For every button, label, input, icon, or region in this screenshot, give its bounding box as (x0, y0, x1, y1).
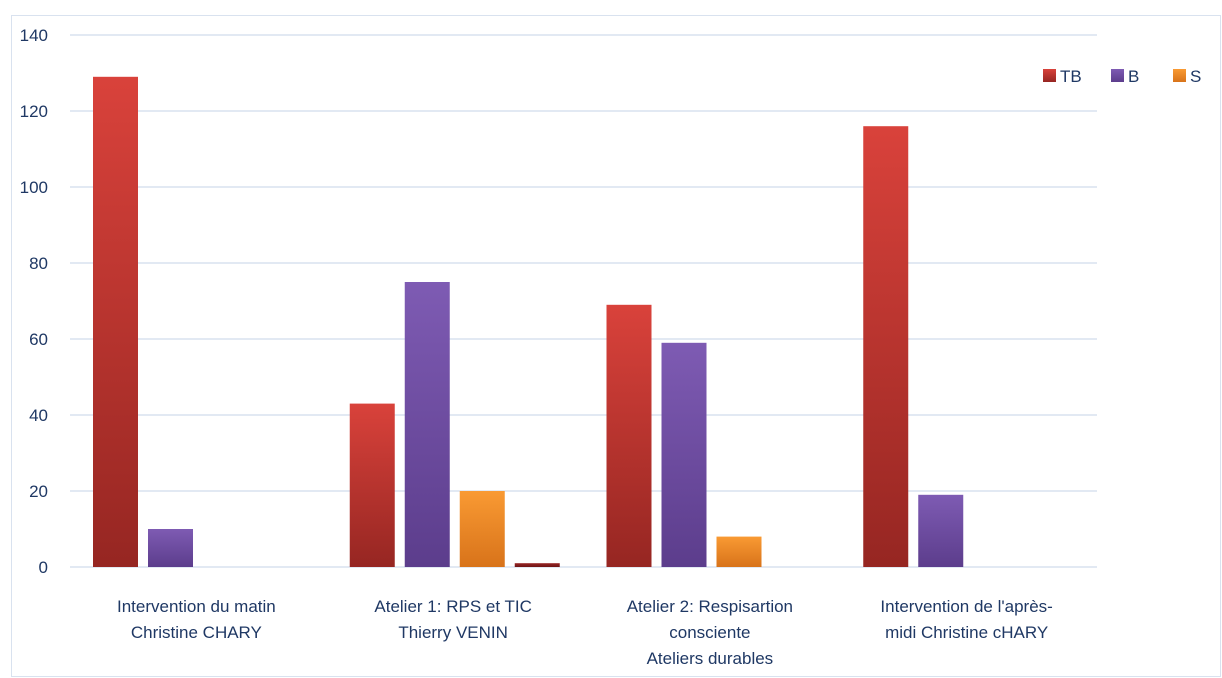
bar-tb-1 (349, 403, 395, 567)
y-tick-label: 0 (39, 558, 48, 577)
y-tick-label: 100 (20, 178, 48, 197)
bar-b-0 (148, 529, 193, 567)
gridlines (70, 34, 1097, 568)
bar-series-3-1 (514, 563, 560, 567)
y-tick-label: 120 (20, 102, 48, 121)
bars (93, 76, 964, 568)
x-category-label: Intervention de l'après- (880, 597, 1052, 616)
x-category-label: Atelier 1: RPS et TIC (374, 597, 531, 616)
y-tick-label: 40 (29, 406, 48, 425)
bar-s-2 (716, 536, 762, 567)
legend-label-b: B (1128, 67, 1139, 86)
bar-tb-3 (863, 126, 909, 567)
x-category-label: Thierry VENIN (398, 623, 508, 642)
legend-label-tb: TB (1060, 67, 1082, 86)
x-category-label: Christine CHARY (131, 623, 262, 642)
bar-tb-0 (93, 76, 138, 568)
x-category-label: Ateliers durables (647, 649, 774, 668)
y-tick-label: 20 (29, 482, 48, 501)
x-category-label: consciente (669, 623, 750, 642)
legend-swatch-s (1173, 69, 1186, 82)
bar-b-2 (661, 342, 707, 567)
x-category-label: Intervention du matin (117, 597, 276, 616)
y-tick-label: 140 (20, 26, 48, 45)
y-tick-label: 60 (29, 330, 48, 349)
legend-swatch-b (1111, 69, 1124, 82)
y-tick-label: 80 (29, 254, 48, 273)
x-category-label: midi Christine cHARY (885, 623, 1048, 642)
legend-swatch-tb (1043, 69, 1056, 82)
bar-tb-2 (606, 304, 652, 567)
y-axis: 0 20 40 60 80 100 120 140 (20, 26, 48, 577)
bar-b-1 (404, 282, 450, 567)
x-axis: Intervention du matin Christine CHARY Atel… (117, 597, 1053, 668)
bar-b-3 (918, 494, 964, 567)
legend: TB B S (1043, 67, 1201, 86)
x-category-label: Atelier 2: Respisartion (627, 597, 793, 616)
bar-s-1 (459, 491, 505, 567)
legend-label-s: S (1190, 67, 1201, 86)
